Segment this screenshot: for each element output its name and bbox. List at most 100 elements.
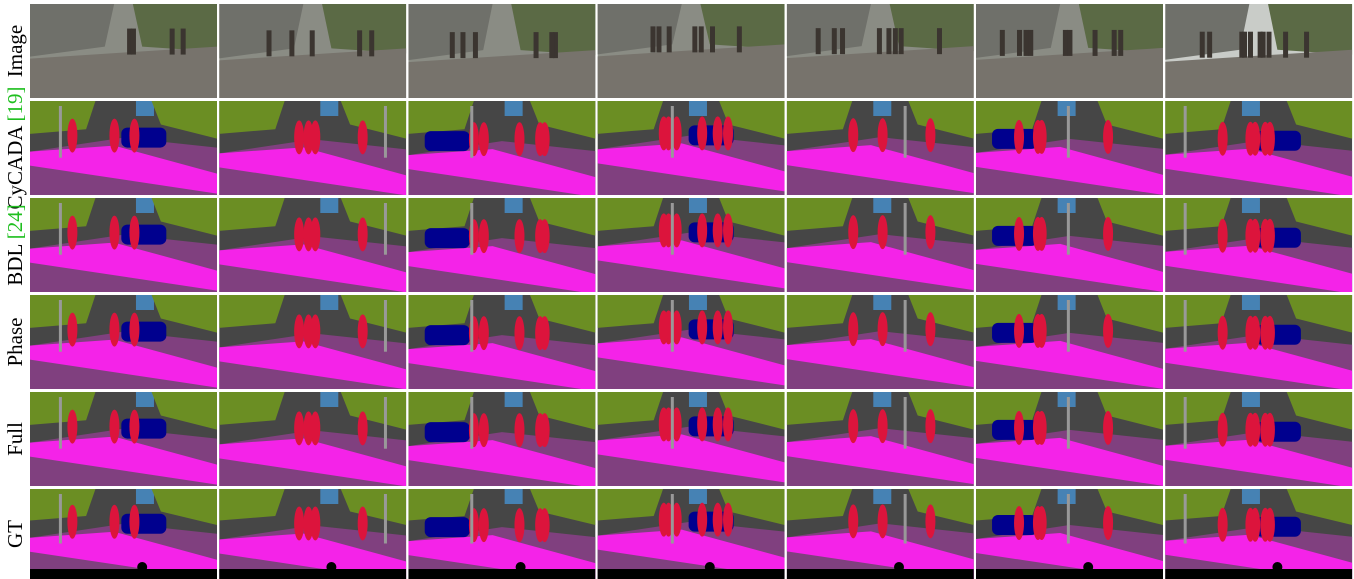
person <box>1217 218 1228 253</box>
vegetation <box>219 101 285 134</box>
vegetation <box>1286 295 1353 333</box>
photo-person <box>266 30 272 57</box>
vegetation <box>340 295 407 333</box>
person <box>67 215 78 250</box>
photo-building <box>408 4 493 61</box>
tile-content <box>408 101 596 195</box>
sidewalk <box>976 243 1163 292</box>
vegetation <box>1097 198 1163 236</box>
sky <box>688 392 707 407</box>
sky <box>1241 295 1260 310</box>
pole <box>670 203 674 255</box>
tile-content <box>786 198 974 292</box>
photo-road <box>408 50 596 98</box>
vegetation <box>976 489 1042 521</box>
person <box>1014 506 1025 541</box>
sidewalk <box>30 242 217 291</box>
person <box>925 409 936 444</box>
photo-person <box>999 29 1005 56</box>
tile-content <box>786 489 974 579</box>
vegetation <box>719 295 785 333</box>
tile <box>408 4 596 98</box>
tile <box>408 101 596 195</box>
person <box>303 506 314 541</box>
ego-vehicle <box>30 569 217 579</box>
person <box>535 413 546 448</box>
person <box>925 118 936 153</box>
person <box>303 120 314 155</box>
person <box>1032 313 1043 348</box>
sidewalk <box>30 436 217 485</box>
photo-person <box>936 28 942 55</box>
photo-person <box>709 26 715 53</box>
sky <box>320 392 339 407</box>
photo-person <box>876 28 882 55</box>
person <box>357 411 368 446</box>
person <box>67 118 78 153</box>
sky <box>1057 198 1076 213</box>
person <box>109 504 120 539</box>
person <box>712 407 723 442</box>
pole <box>383 397 387 449</box>
tile-content <box>597 101 785 195</box>
vegetation <box>30 392 96 425</box>
person <box>129 504 140 539</box>
photo-person <box>549 32 555 59</box>
vegetation <box>408 101 474 134</box>
pole <box>670 300 674 352</box>
ego-mark <box>515 562 526 572</box>
photo-person <box>309 30 315 57</box>
tile-content <box>786 101 974 195</box>
sky <box>504 295 523 310</box>
tile <box>219 198 407 292</box>
vegetation <box>219 489 285 521</box>
vegetation <box>151 198 217 236</box>
ego-mark <box>137 562 148 572</box>
person <box>877 409 888 444</box>
vegetation <box>529 198 596 236</box>
sidewalk <box>597 240 785 289</box>
vegetation <box>1097 489 1163 525</box>
sky <box>1057 392 1076 407</box>
person <box>514 122 525 157</box>
photo-person <box>1257 31 1263 58</box>
photo-person <box>533 32 539 59</box>
pole <box>1066 203 1070 255</box>
tile-content <box>976 101 1163 195</box>
tile-content <box>597 198 785 292</box>
car <box>424 228 470 249</box>
person <box>514 219 525 254</box>
sky <box>504 392 523 407</box>
person <box>1245 507 1256 542</box>
pole <box>1183 106 1187 158</box>
vegetation <box>219 392 285 425</box>
tile <box>30 489 217 579</box>
vegetation <box>597 198 664 231</box>
sky <box>320 101 339 116</box>
tile <box>597 295 785 389</box>
row-label: GT <box>3 520 27 548</box>
pole <box>383 494 387 544</box>
tile <box>1165 4 1353 98</box>
vegetation <box>597 101 664 134</box>
photo-person <box>698 26 704 53</box>
tile-content <box>219 295 407 389</box>
sky <box>320 489 339 504</box>
person <box>129 312 140 347</box>
sidewalk <box>976 533 1163 579</box>
vegetation <box>1286 101 1353 139</box>
person <box>658 310 669 345</box>
row-label: Full <box>3 422 27 456</box>
pole <box>1183 397 1187 449</box>
vegetation <box>340 489 407 525</box>
tile <box>219 295 407 389</box>
person <box>848 215 859 250</box>
pole <box>58 494 62 544</box>
person <box>877 312 888 347</box>
photo-trees <box>889 4 974 52</box>
tile <box>30 101 217 195</box>
person <box>723 116 734 151</box>
photo-person <box>1266 31 1272 58</box>
person <box>1103 410 1114 445</box>
tile-content <box>1165 295 1353 389</box>
